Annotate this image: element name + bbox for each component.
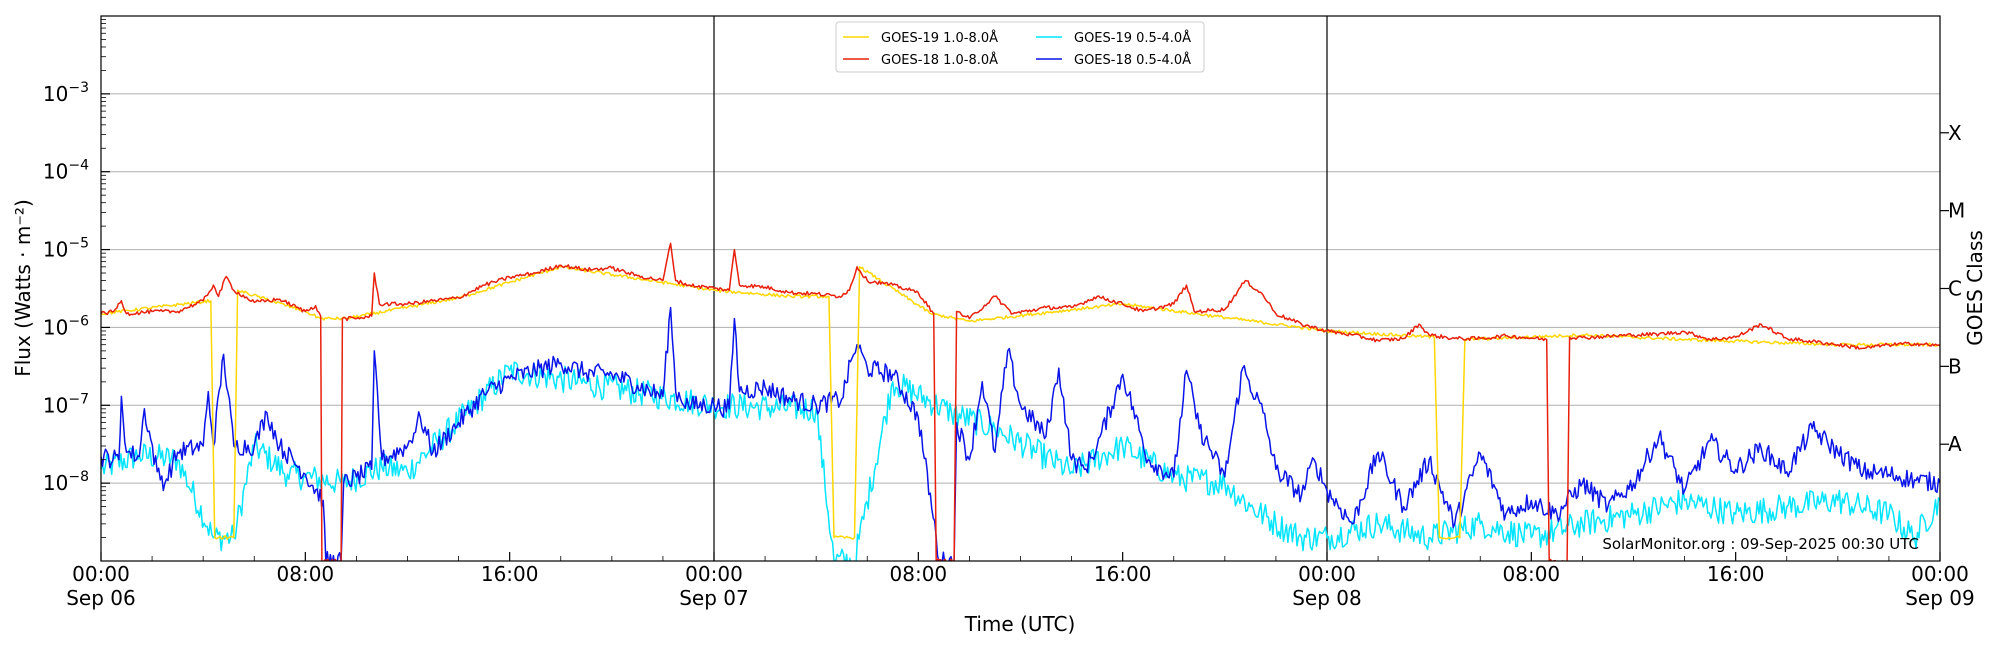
goes-class-C: C [1948, 277, 1962, 301]
legend-label-goes18-long: GOES-18 1.0-8.0Å [881, 52, 998, 68]
series-line-2 [101, 361, 1940, 561]
series-line-3 [101, 306, 1940, 561]
legend-box [835, 21, 1205, 73]
goes-class-X: X [1948, 121, 1962, 145]
goes-class-labels: X M C B A [1940, 121, 1965, 456]
series-group [101, 242, 1940, 561]
x-tick-time: 00:00 [72, 562, 130, 586]
credit-annotation: SolarMonitor.org : 09-Sep-2025 00:30 UTC [1602, 535, 1919, 553]
x-tick-date: Sep 09 [1905, 586, 1975, 610]
y-tick-label: 10−6 [43, 313, 89, 339]
x-tick-date: Sep 08 [1292, 586, 1362, 610]
x-tick-time: 16:00 [1094, 562, 1152, 586]
x-axis-title: Time (UTC) [964, 612, 1076, 636]
x-tick-time: 00:00 [1298, 562, 1356, 586]
x-tick-time: 08:00 [1503, 562, 1561, 586]
y-tick-label: 10−4 [43, 158, 89, 184]
series-line-1 [101, 242, 1940, 561]
day-boundary-lines [713, 16, 1328, 561]
x-tick-time: 00:00 [1911, 562, 1969, 586]
goes-class-A: A [1948, 432, 1962, 456]
x-tick-date: Sep 07 [679, 586, 749, 610]
right-axis-title: GOES Class [1963, 230, 1987, 346]
y-axis-ticks: 10−3 10−4 10−5 10−6 10−7 10−8 [43, 19, 110, 538]
legend: GOES-19 1.0-8.0Å GOES-18 1.0-8.0Å GOES-1… [835, 21, 1205, 73]
x-tick-time: 16:00 [481, 562, 539, 586]
x-tick-time: 08:00 [890, 562, 948, 586]
y-axis-title: Flux (Watts · m⁻²) [11, 199, 35, 377]
x-tick-time: 00:00 [685, 562, 743, 586]
legend-label-goes19-short: GOES-19 0.5-4.0Å [1074, 30, 1191, 46]
y-tick-label: 10−7 [43, 391, 89, 417]
x-tick-date: Sep 06 [66, 586, 136, 610]
x-tick-time: 08:00 [277, 562, 335, 586]
y-tick-label: 10−5 [43, 236, 89, 262]
goes-class-M: M [1948, 199, 1965, 223]
legend-label-goes18-short: GOES-18 0.5-4.0Å [1074, 52, 1191, 68]
series-line-0 [101, 265, 1940, 540]
y-tick-label: 10−8 [43, 469, 89, 495]
x-tick-time: 16:00 [1707, 562, 1765, 586]
goes-class-B: B [1948, 354, 1962, 378]
legend-label-goes19-long: GOES-19 1.0-8.0Å [881, 30, 998, 46]
y-tick-label: 10−3 [43, 80, 89, 106]
